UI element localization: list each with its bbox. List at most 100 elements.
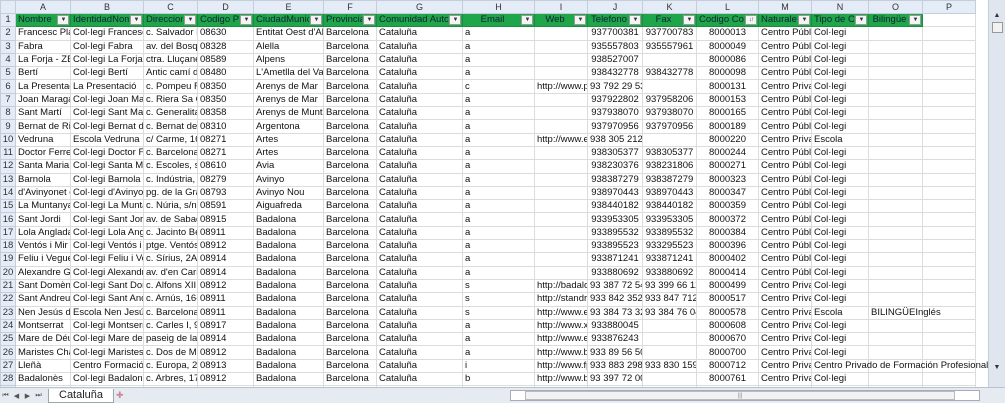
cell[interactable]: Barcelona	[323, 225, 377, 241]
cell[interactable]	[534, 212, 588, 227]
cell[interactable]: c. Barcelona, 2	[143, 145, 198, 161]
cell[interactable]: Col·legi	[811, 159, 869, 174]
cell[interactable]: 8000517	[696, 292, 759, 307]
cell[interactable]: Cataluña	[376, 106, 463, 121]
cell[interactable]: Escola	[811, 132, 869, 147]
cell[interactable]: 08271	[197, 145, 254, 161]
cell[interactable]: a	[462, 212, 535, 227]
cell[interactable]: Sant Andreu	[15, 292, 71, 307]
cell[interactable]: Centro Público	[758, 265, 812, 280]
cell[interactable]: 8000499	[696, 278, 759, 294]
cell[interactable]: 08917	[197, 318, 254, 334]
cell[interactable]: Doctor Ferrer	[15, 145, 71, 161]
cell[interactable]: Badalona	[253, 225, 324, 241]
cell[interactable]	[534, 185, 588, 201]
filter-dropdown-icon[interactable]: ▼	[521, 15, 533, 26]
cell[interactable]: Antic camí de	[143, 66, 198, 81]
column-header-M[interactable]: M	[758, 0, 812, 14]
cell[interactable]	[922, 26, 976, 41]
cell[interactable]: La Presentació	[15, 79, 71, 94]
row-header[interactable]: 7	[0, 92, 16, 108]
cell[interactable]: Mare de Déu d	[15, 332, 71, 347]
row-header[interactable]: 26	[0, 345, 16, 360]
cell[interactable]	[922, 12, 976, 28]
cell[interactable]: s	[462, 278, 535, 294]
cell[interactable]: 08591	[197, 199, 254, 214]
row-header[interactable]: 16	[0, 212, 16, 227]
cell[interactable]: Lola Anglada	[15, 225, 71, 241]
cell[interactable]: Sant Jordi	[15, 212, 71, 227]
cell[interactable]	[534, 66, 588, 81]
cell[interactable]: Col·legi	[811, 199, 869, 214]
cell[interactable]: Col·legi Maristes Cha	[70, 345, 144, 360]
cell[interactable]: Col·legi La Forja - ZER	[70, 52, 144, 68]
cell[interactable]: 933880692	[587, 265, 643, 280]
cell[interactable]: 937938070	[642, 106, 697, 121]
cell[interactable]: Centro Formación Pr	[70, 358, 144, 374]
cell[interactable]: Col·legi	[811, 79, 869, 94]
cell[interactable]: 93 792 29 53	[587, 79, 643, 94]
cell[interactable]	[868, 26, 923, 41]
scroll-thumb[interactable]: |||	[525, 391, 955, 400]
cell[interactable]: c. Pompeu Fab	[143, 79, 198, 94]
cell[interactable]: Centro Privado	[758, 132, 812, 147]
cell[interactable]: Badalonès	[15, 372, 71, 387]
cell[interactable]: Avia	[253, 159, 324, 174]
cell[interactable]: Centro Privado de Formación Profesional …	[811, 358, 988, 374]
cell[interactable]: 08350	[197, 79, 254, 94]
cell[interactable]: 8000578	[696, 305, 759, 320]
cell[interactable]: 08630	[197, 26, 254, 41]
cell[interactable]: Arenys de Mar	[253, 92, 324, 108]
cell[interactable]: 93 384 76 04	[642, 305, 697, 320]
cell[interactable]: a	[462, 26, 535, 41]
cell[interactable]: 08610	[197, 159, 254, 174]
cell[interactable]: 933880692	[642, 265, 697, 280]
cell[interactable]: 933 842 352	[587, 292, 643, 307]
cell[interactable]	[534, 225, 588, 241]
last-sheet-icon[interactable]: ⏭	[35, 391, 42, 399]
cell[interactable]	[922, 278, 976, 294]
cell[interactable]: Col·legi Francesc Pla	[70, 26, 144, 41]
cell[interactable]	[922, 132, 976, 147]
cell[interactable]: pg. de la Grava	[143, 185, 198, 201]
cell[interactable]	[868, 225, 923, 241]
row-header[interactable]: 13	[0, 172, 16, 187]
cell[interactable]	[642, 318, 697, 334]
cell[interactable]	[868, 132, 923, 147]
cell[interactable]: L'Ametlla del Valles	[253, 66, 324, 81]
column-header-B[interactable]: B	[70, 0, 144, 14]
filter-dropdown-icon[interactable]: ▼	[909, 15, 921, 26]
cell[interactable]: Barcelona	[323, 239, 377, 254]
cell[interactable]: Barcelona	[323, 252, 377, 267]
cell[interactable]: Avinyo Nou	[253, 185, 324, 201]
cell[interactable]: Col·legi Sant Domèn	[70, 278, 144, 294]
filter-dropdown-icon[interactable]: ▼	[449, 15, 461, 26]
cell[interactable]: Centro Público	[758, 26, 812, 41]
cell[interactable]	[868, 345, 923, 360]
cell[interactable]: c. Dos de Maig,	[143, 345, 198, 360]
filter-dropdown-icon[interactable]: ▼	[130, 15, 142, 26]
row-header[interactable]: 25	[0, 332, 16, 347]
row-header[interactable]: 15	[0, 199, 16, 214]
cell[interactable]: 938387279	[587, 172, 643, 187]
cell[interactable]	[642, 52, 697, 68]
cell[interactable]: Centro Privado	[758, 278, 812, 294]
cell[interactable]: Col·legi Sant Martí	[70, 106, 144, 121]
cell[interactable]: Sant Domènec	[15, 278, 71, 294]
cell[interactable]: 933871241	[587, 252, 643, 267]
cell[interactable]	[922, 318, 976, 334]
cell[interactable]: Badalona	[253, 265, 324, 280]
select-all-corner[interactable]	[0, 0, 16, 14]
cell[interactable]	[868, 52, 923, 68]
cell[interactable]: Col·legi	[811, 252, 869, 267]
cell[interactable]: a	[462, 318, 535, 334]
filter-dropdown-icon[interactable]: ▼	[855, 15, 867, 26]
cell[interactable]: Badalona	[253, 318, 324, 334]
row-header[interactable]: 5	[0, 66, 16, 81]
cell[interactable]: Col·legi	[811, 26, 869, 41]
cell[interactable]: La Muntanya	[15, 199, 71, 214]
cell[interactable]	[868, 372, 923, 387]
cell[interactable]: Col·legi	[811, 106, 869, 121]
cell[interactable]	[922, 185, 976, 201]
cell[interactable]: Col·legi	[811, 172, 869, 187]
